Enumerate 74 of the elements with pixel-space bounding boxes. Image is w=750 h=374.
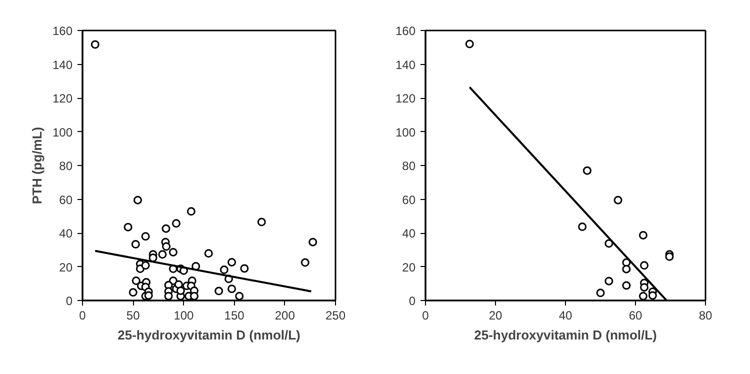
y-tick-label: 140 bbox=[395, 58, 416, 72]
point bbox=[128, 288, 138, 297]
y-tick-label: 20 bbox=[59, 260, 73, 274]
point bbox=[131, 240, 140, 249]
point bbox=[204, 249, 213, 258]
point bbox=[162, 224, 170, 233]
y-tick-label: 140 bbox=[52, 58, 73, 72]
point bbox=[638, 230, 648, 240]
point bbox=[144, 291, 153, 300]
point bbox=[308, 238, 318, 246]
point bbox=[90, 40, 100, 49]
y-tick-label: 160 bbox=[395, 24, 416, 38]
point bbox=[168, 248, 178, 256]
point bbox=[638, 292, 648, 300]
point bbox=[622, 264, 631, 274]
point bbox=[162, 242, 171, 251]
x-tick-label: 150 bbox=[224, 308, 245, 322]
point bbox=[614, 196, 622, 204]
point bbox=[141, 232, 150, 241]
point bbox=[214, 286, 224, 296]
y-tick-label: 100 bbox=[52, 125, 73, 140]
point bbox=[164, 292, 173, 300]
point bbox=[596, 288, 605, 298]
point bbox=[134, 196, 142, 204]
point bbox=[220, 266, 228, 274]
point bbox=[257, 218, 266, 226]
point bbox=[172, 219, 180, 228]
point bbox=[578, 222, 587, 231]
x-tick-label: 100 bbox=[174, 308, 194, 322]
x-tick-label: 60 bbox=[628, 308, 642, 322]
point bbox=[235, 292, 244, 300]
y-tick-label: 20 bbox=[402, 260, 416, 274]
point bbox=[124, 222, 132, 232]
point bbox=[582, 166, 592, 175]
y-tick-label: 60 bbox=[402, 192, 416, 207]
y-axis-title: PTH (pg/mL) bbox=[29, 126, 44, 204]
point bbox=[228, 258, 236, 266]
y-tick-label: 80 bbox=[402, 159, 416, 173]
x-axis-title: 25-hydroxyvitamin D (nmol/L) bbox=[474, 328, 657, 342]
point bbox=[141, 261, 150, 270]
point bbox=[176, 286, 185, 295]
x-tick-label: 0 bbox=[79, 308, 86, 322]
point bbox=[148, 254, 158, 262]
y-tick-label: 120 bbox=[395, 92, 416, 106]
point bbox=[622, 281, 631, 290]
y-tick-label: 120 bbox=[52, 92, 73, 106]
point bbox=[240, 264, 249, 273]
point bbox=[158, 250, 167, 259]
point bbox=[132, 276, 140, 285]
x-tick-label: 40 bbox=[558, 308, 572, 322]
x-tick-label: 80 bbox=[698, 308, 712, 322]
y-tick-label: 100 bbox=[395, 125, 416, 140]
point bbox=[186, 207, 196, 216]
y-tick-label: 0 bbox=[66, 294, 73, 308]
x-tick-label: 50 bbox=[126, 308, 140, 322]
point bbox=[465, 40, 474, 48]
x-tick-label: 0 bbox=[422, 308, 430, 322]
x-tick-label: 20 bbox=[488, 308, 502, 322]
y-tick-label: 40 bbox=[59, 226, 73, 240]
x-tick-label: 250 bbox=[325, 308, 346, 322]
x-axis-title: 25-hydroxyvitamin D (nmol/L) bbox=[118, 328, 300, 342]
y-tick-label: 0 bbox=[408, 294, 416, 308]
x-tick-label: 200 bbox=[274, 308, 296, 322]
point bbox=[228, 284, 236, 294]
y-tick-label: 40 bbox=[402, 226, 416, 240]
point bbox=[640, 261, 648, 270]
point bbox=[300, 258, 310, 267]
y-tick-label: 80 bbox=[59, 159, 73, 173]
point bbox=[640, 283, 648, 292]
y-tick-label: 60 bbox=[59, 192, 73, 207]
y-tick-label: 160 bbox=[52, 24, 73, 38]
point bbox=[648, 291, 657, 300]
point bbox=[190, 292, 198, 300]
point bbox=[604, 276, 614, 286]
